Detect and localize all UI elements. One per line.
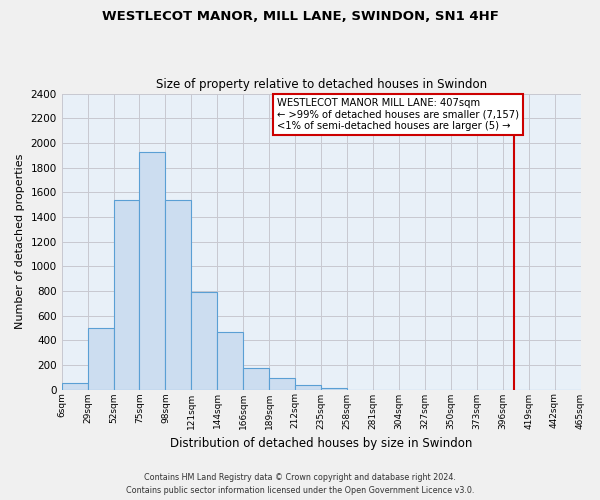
Bar — [243, 368, 269, 390]
Bar — [166, 200, 191, 390]
Text: WESTLECOT MANOR MILL LANE: 407sqm
← >99% of detached houses are smaller (7,157)
: WESTLECOT MANOR MILL LANE: 407sqm ← >99%… — [277, 98, 519, 131]
Title: Size of property relative to detached houses in Swindon: Size of property relative to detached ho… — [155, 78, 487, 91]
Text: WESTLECOT MANOR, MILL LANE, SWINDON, SN1 4HF: WESTLECOT MANOR, MILL LANE, SWINDON, SN1… — [101, 10, 499, 23]
Bar — [321, 388, 347, 390]
Text: Contains HM Land Registry data © Crown copyright and database right 2024.
Contai: Contains HM Land Registry data © Crown c… — [126, 474, 474, 495]
Bar — [113, 200, 139, 390]
Bar — [269, 378, 295, 390]
Bar — [191, 292, 217, 390]
X-axis label: Distribution of detached houses by size in Swindon: Distribution of detached houses by size … — [170, 437, 472, 450]
Bar — [88, 328, 113, 390]
Y-axis label: Number of detached properties: Number of detached properties — [15, 154, 25, 329]
Bar — [295, 385, 321, 390]
Bar — [62, 384, 88, 390]
Bar — [139, 152, 166, 390]
Bar — [217, 332, 243, 390]
